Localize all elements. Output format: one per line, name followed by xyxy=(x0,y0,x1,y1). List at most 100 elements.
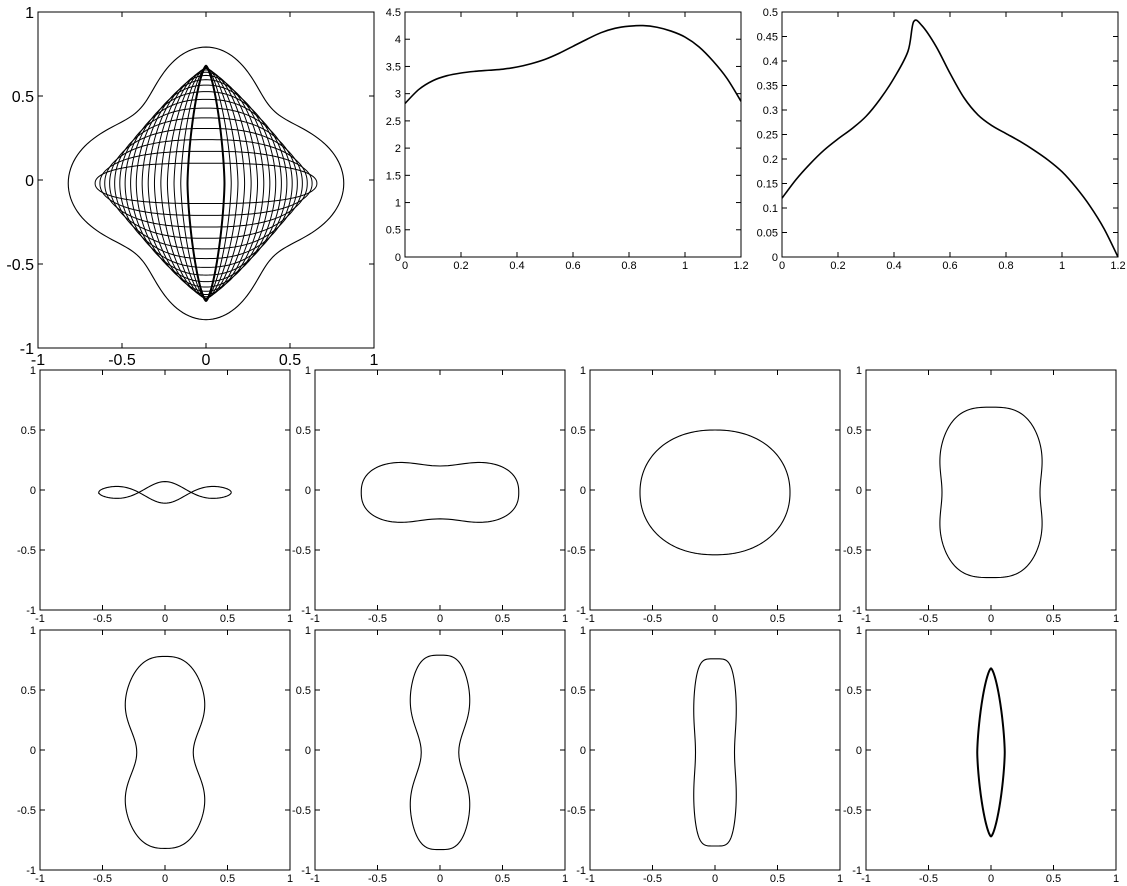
y-tick-label: 0.5 xyxy=(296,685,311,697)
x-tick-label: 1 xyxy=(837,873,843,885)
y-tick-label: -0.5 xyxy=(292,545,311,557)
y-tick-label: 0 xyxy=(856,485,862,497)
y-tick-label: 1.5 xyxy=(386,170,401,182)
y-tick-label: -0.5 xyxy=(17,805,36,817)
x-tick-label: 1 xyxy=(1059,260,1065,272)
y-tick-label: -1 xyxy=(26,865,36,877)
subplot-5: -1 -0.5 0 0.5 1 -1 -0.5 0 0.5 1 xyxy=(292,365,568,625)
x-tick-label: 0 xyxy=(202,352,211,369)
y-tick-label: 0 xyxy=(30,485,36,497)
shape-contour xyxy=(939,406,1043,579)
y-tick-label: -1 xyxy=(26,605,36,617)
x-tick-label: -1 xyxy=(35,613,45,625)
y-tick-label: 0.1 xyxy=(763,203,778,215)
overlay-contour xyxy=(180,67,232,300)
series-line xyxy=(781,19,1119,258)
y-tick-label: 0.25 xyxy=(757,129,778,141)
overlay-contour xyxy=(147,74,265,292)
axes-frame xyxy=(781,11,1119,258)
y-tick-label: 0.35 xyxy=(757,80,778,92)
shape-contour xyxy=(124,655,206,849)
y-tick-label: -0.5 xyxy=(6,257,34,274)
overlay-contour xyxy=(160,69,252,298)
axes-frame xyxy=(865,629,1117,871)
series-line xyxy=(404,24,742,105)
y-tick-label: 0 xyxy=(305,745,311,757)
x-tick-label: 0.5 xyxy=(495,613,510,625)
x-tick-label: 0.6 xyxy=(565,260,580,272)
x-tick-label: 0 xyxy=(988,873,994,885)
x-tick-label: 0.5 xyxy=(495,873,510,885)
envelope-contour xyxy=(67,46,345,321)
x-tick-label: -0.5 xyxy=(643,873,662,885)
overlay-contour xyxy=(104,139,308,228)
x-tick-label: 0.5 xyxy=(770,613,785,625)
y-tick-label: 1 xyxy=(30,625,36,637)
final-contour xyxy=(186,64,226,303)
y-tick-label: -0.5 xyxy=(843,805,862,817)
y-tick-label: 0.5 xyxy=(571,425,586,437)
x-tick-label: -1 xyxy=(861,613,871,625)
y-tick-label: 0.4 xyxy=(763,56,778,68)
x-tick-label: 1 xyxy=(370,352,379,369)
y-tick-label: 0.15 xyxy=(757,178,778,190)
y-tick-label: -1 xyxy=(301,605,311,617)
x-tick-label: 0 xyxy=(437,613,443,625)
subplot-11: -1 -0.5 0 0.5 1 -1 -0.5 0 0.5 1 xyxy=(843,625,1119,885)
overlay-contour xyxy=(166,68,246,299)
y-tick-label: 0.5 xyxy=(571,685,586,697)
axes-frame xyxy=(589,369,841,611)
x-tick-label: -0.5 xyxy=(368,613,387,625)
x-tick-label: 0.6 xyxy=(942,260,957,272)
y-tick-label: -1 xyxy=(576,865,586,877)
y-tick-label: 0.05 xyxy=(757,227,778,239)
x-tick-label: 1 xyxy=(562,613,568,625)
y-tick-label: 1 xyxy=(856,625,862,637)
x-tick-label: 0 xyxy=(162,873,168,885)
y-tick-label: 4 xyxy=(395,34,401,46)
y-tick-label: 0.3 xyxy=(763,105,778,117)
x-tick-label: 0.5 xyxy=(770,873,785,885)
axes-frame xyxy=(39,629,291,871)
x-tick-label: -0.5 xyxy=(643,613,662,625)
subplot-2: 0 0.2 0.4 0.6 0.8 1 1.2 0 0.5 1 1.5 2 2.5 3 3.5 4 4.5 xyxy=(386,7,749,272)
axes-frame xyxy=(314,629,566,871)
x-tick-label: 0.2 xyxy=(453,260,468,272)
subplot-8: -1 -0.5 0 0.5 1 -1 -0.5 0 0.5 1 xyxy=(17,625,293,885)
y-tick-label: 0.45 xyxy=(757,31,778,43)
y-tick-label: 1 xyxy=(25,5,34,22)
x-tick-label: -0.5 xyxy=(919,873,938,885)
x-tick-label: 0.5 xyxy=(220,873,235,885)
shape-contour xyxy=(693,658,737,847)
overlay-contour xyxy=(187,66,225,300)
x-tick-label: -1 xyxy=(585,873,595,885)
y-tick-label: 1 xyxy=(305,625,311,637)
subplot-9: -1 -0.5 0 0.5 1 -1 -0.5 0 0.5 1 xyxy=(292,625,568,885)
x-tick-label: 0 xyxy=(712,613,718,625)
subplot-1: -1 -0.5 0 0.5 1 -1 -0.5 0 0.5 1 xyxy=(6,5,378,369)
x-tick-label: -0.5 xyxy=(93,613,112,625)
y-tick-label: 0.5 xyxy=(296,425,311,437)
y-tick-label: -0.5 xyxy=(567,545,586,557)
axes-frame xyxy=(404,11,742,258)
x-tick-label: 0 xyxy=(988,613,994,625)
x-tick-label: 1 xyxy=(837,613,843,625)
y-tick-label: 2.5 xyxy=(386,116,401,128)
axes-frame xyxy=(314,369,566,611)
overlay-contour xyxy=(109,127,303,239)
x-tick-label: 0.8 xyxy=(621,260,636,272)
y-tick-label: -0.5 xyxy=(843,545,862,557)
shape-contour xyxy=(98,481,232,504)
subplot-6: -1 -0.5 0 0.5 1 -1 -0.5 0 0.5 1 xyxy=(567,365,843,625)
y-tick-label: -1 xyxy=(20,341,34,358)
x-tick-label: -0.5 xyxy=(919,613,938,625)
y-tick-label: 3 xyxy=(395,89,401,101)
x-tick-label: 1 xyxy=(287,613,293,625)
x-tick-label: 0 xyxy=(402,260,408,272)
overlay-contour xyxy=(99,150,313,216)
y-tick-label: 0 xyxy=(580,745,586,757)
y-tick-label: 1 xyxy=(305,365,311,377)
subplot-4: -1 -0.5 0 0.5 1 -1 -0.5 0 0.5 1 xyxy=(17,365,293,625)
x-tick-label: -0.5 xyxy=(93,873,112,885)
